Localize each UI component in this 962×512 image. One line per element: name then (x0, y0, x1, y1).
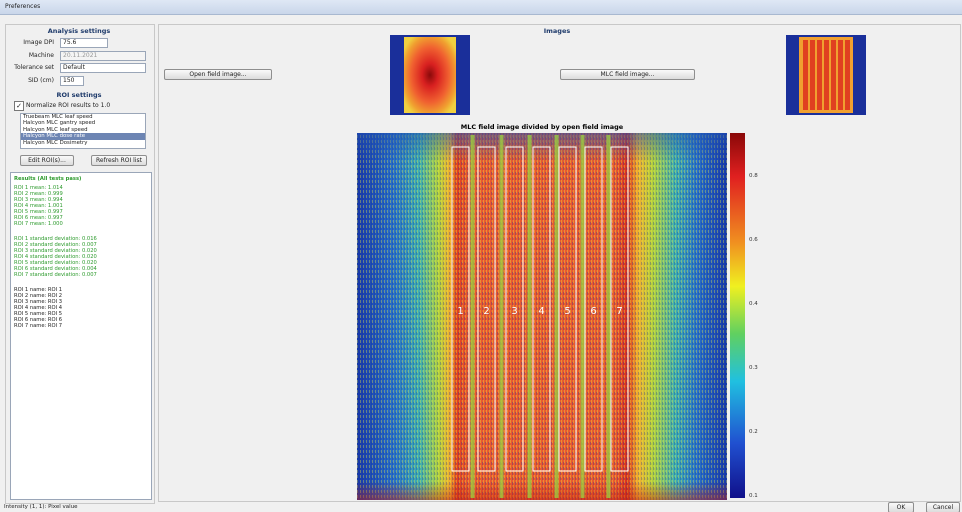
colorbar-label: 0.6 (749, 237, 758, 243)
image-canvas: MLC field image divided by open field im… (0, 0, 962, 512)
leaf-gap (555, 135, 559, 498)
leaf-gap (528, 135, 532, 498)
leaf-gap (581, 135, 585, 498)
roi-label: 2 (483, 306, 489, 317)
cancel-button[interactable]: Cancel (926, 502, 960, 512)
colorbar-label: 0.3 (749, 365, 758, 371)
mlc-thumb-stripes (799, 37, 853, 113)
leaf-gap (607, 135, 611, 498)
colorbar-label: 0.2 (749, 429, 758, 435)
colorbar-label: 0.8 (749, 173, 758, 179)
colorbar-label: 0.4 (749, 301, 758, 307)
colorbar-label: 0.1 (749, 493, 758, 499)
roi-label: 3 (511, 306, 517, 317)
colorbar-labels: 0.8 0.6 0.4 0.3 0.2 0.1 (749, 173, 758, 499)
status-bar: Intensity (1, 1): Pixel value (4, 504, 78, 510)
window: Preferences Analysis settings Image DPI7… (0, 0, 962, 512)
roi-label: 5 (564, 306, 570, 317)
roi-label: 7 (616, 306, 622, 317)
roi-label: 6 (590, 306, 596, 317)
roi-label: 4 (538, 306, 544, 317)
open-field-beam (404, 37, 456, 113)
ok-button[interactable]: OK (888, 502, 914, 512)
roi-label: 1 (457, 306, 463, 317)
plot-title: MLC field image divided by open field im… (461, 123, 624, 131)
leaf-gap (500, 135, 504, 498)
leaf-gap (471, 135, 475, 498)
colorbar (730, 133, 745, 498)
page: Preferences {"window": {"title": "Prefer… (0, 0, 962, 512)
